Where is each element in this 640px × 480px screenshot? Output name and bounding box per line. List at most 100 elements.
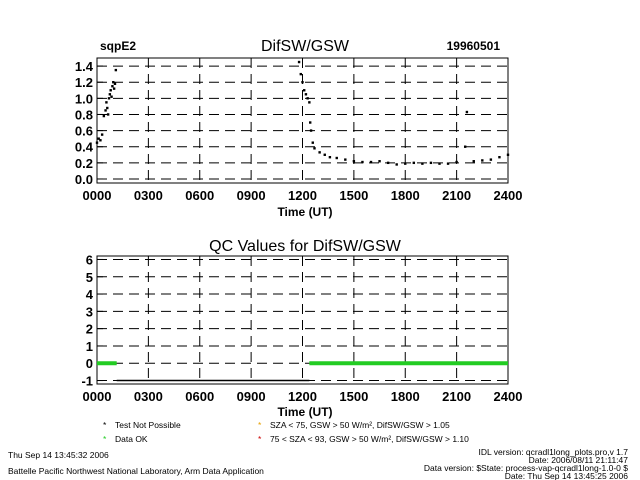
top-x-tick-label: 1500 — [339, 188, 368, 203]
data-point — [412, 161, 416, 165]
data-point — [107, 97, 111, 100]
data-point — [498, 155, 501, 159]
legend-symbol-sza-75-93: * — [258, 434, 262, 444]
data-point — [110, 95, 113, 98]
data-point — [308, 101, 311, 104]
bottom-y-tick-label: -1 — [81, 374, 93, 389]
data-point — [395, 163, 398, 166]
legend: * Test Not Possible * Data OK * SZA < 75… — [103, 420, 469, 444]
data-point — [386, 161, 390, 165]
legend-label-sza-75: SZA < 75, GSW > 50 W/m², DifSW/GSW > 1.0… — [270, 420, 450, 430]
bottom-x-tick-label: 0000 — [83, 389, 112, 404]
data-point — [481, 159, 484, 162]
date-label: 19960501 — [447, 39, 501, 53]
x-axis-label-top: Time (UT) — [277, 205, 332, 219]
top-x-tick-label: 1200 — [288, 188, 317, 203]
data-point — [335, 156, 338, 160]
top-y-tick-label: 0.6 — [75, 124, 93, 139]
top-y-tick-label: 0.4 — [75, 140, 94, 155]
data-point — [311, 141, 314, 144]
qc-values-chart: 0000 0300 0600 0900 1200 1500 1800 2100 2400 -1 0 1… — [81, 252, 522, 404]
data-point — [104, 109, 107, 112]
x-axis-label-bottom: Time (UT) — [277, 405, 332, 419]
bottom-x-tick-label: 2100 — [442, 389, 471, 404]
top-x-tick-label: 0300 — [134, 188, 163, 203]
footer-idl-version: IDL version: qcradl1long_plots.pro,v 1.7 — [479, 447, 629, 457]
bottom-y-tick-label: 4 — [86, 287, 94, 302]
top-x-tick-label: 0900 — [237, 188, 266, 203]
data-point — [328, 155, 332, 159]
data-point — [463, 145, 467, 148]
data-point — [446, 162, 450, 165]
top-x-tick-label: 0000 — [83, 188, 112, 203]
data-point — [100, 133, 104, 136]
top-y-tick-label: 1.2 — [75, 75, 93, 90]
legend-label-test-not-possible: Test Not Possible — [115, 420, 181, 430]
top-y-tick-label: 1.4 — [75, 59, 94, 74]
data-point — [318, 151, 321, 154]
footer-data-version: Data version: $State: process-vap-qcradl… — [424, 463, 628, 473]
top-x-tick-label: 0600 — [185, 188, 214, 203]
bottom-x-tick-label: 1500 — [339, 389, 368, 404]
data-point — [95, 141, 99, 144]
data-point — [506, 153, 510, 156]
data-point — [465, 110, 469, 114]
data-point — [378, 160, 381, 163]
data-point — [301, 80, 304, 84]
data-point — [472, 160, 475, 163]
data-point — [455, 160, 458, 164]
data-point — [369, 160, 373, 164]
footer-run-date: Date: Thu Sep 14 13:45:25 2006 — [505, 471, 628, 480]
bottom-x-tick-label: 0300 — [134, 389, 163, 404]
data-point — [111, 85, 114, 88]
data-point — [112, 80, 115, 84]
top-x-tick-label: 2100 — [442, 188, 471, 203]
footer-org: Battelle Pacific Northwest National Labo… — [8, 466, 264, 476]
data-point — [361, 160, 364, 164]
data-point — [309, 121, 312, 124]
top-y-tick-label: 0.8 — [75, 107, 93, 122]
data-point — [299, 72, 302, 76]
bottom-y-tick-label: 0 — [86, 356, 93, 371]
data-point — [109, 89, 112, 92]
bottom-x-tick-label: 1800 — [391, 389, 420, 404]
data-point — [429, 161, 433, 165]
footer-file-date: Date: 2006/08/11 21:11:47 — [529, 455, 629, 465]
top-x-tick-label: 2400 — [494, 188, 523, 203]
bottom-y-tick-label: 6 — [86, 252, 93, 267]
top-x-tick-label: 1800 — [391, 188, 420, 203]
data-point — [352, 160, 356, 163]
bottom-y-tick-label: 2 — [86, 322, 93, 337]
bottom-x-tick-label: 0900 — [237, 389, 266, 404]
data-point — [404, 162, 407, 165]
bottom-y-tick-label: 5 — [86, 270, 93, 285]
legend-label-sza-75-93: 75 < SZA < 93, GSW > 50 W/m², DifSW/GSW … — [270, 434, 469, 444]
difsw-gsw-chart: 0000 0300 0600 0900 1200 1500 1800 2100 24000.00… — [75, 57, 523, 203]
data-point — [304, 93, 308, 96]
data-point — [438, 162, 441, 165]
top-y-tick-label: 0.0 — [75, 172, 93, 187]
bottom-y-tick-label: 1 — [86, 339, 93, 354]
legend-symbol-data-ok: * — [103, 434, 107, 444]
top-y-tick-label: 0.2 — [75, 156, 93, 171]
data-point — [421, 162, 424, 165]
legend-symbol-test-not-possible: * — [103, 420, 107, 430]
data-point — [303, 89, 306, 92]
data-point — [114, 68, 118, 72]
legend-label-data-ok: Data OK — [115, 434, 148, 444]
data-point — [102, 114, 106, 118]
bottom-x-tick-label: 0600 — [185, 389, 214, 404]
data-point — [97, 137, 100, 140]
bottom-x-tick-label: 2400 — [494, 389, 523, 404]
data-point — [106, 113, 110, 116]
data-point — [105, 101, 108, 104]
data-point — [108, 93, 112, 96]
top-y-tick-label: 1.0 — [75, 91, 93, 106]
data-point — [297, 60, 301, 64]
qc-chart-title: QC Values for DifSW/GSW — [209, 238, 402, 255]
data-point — [489, 158, 493, 161]
bottom-y-tick-label: 3 — [86, 304, 93, 319]
data-point — [106, 106, 109, 110]
footer-timestamp: Thu Sep 14 13:45:32 2006 — [8, 450, 109, 460]
